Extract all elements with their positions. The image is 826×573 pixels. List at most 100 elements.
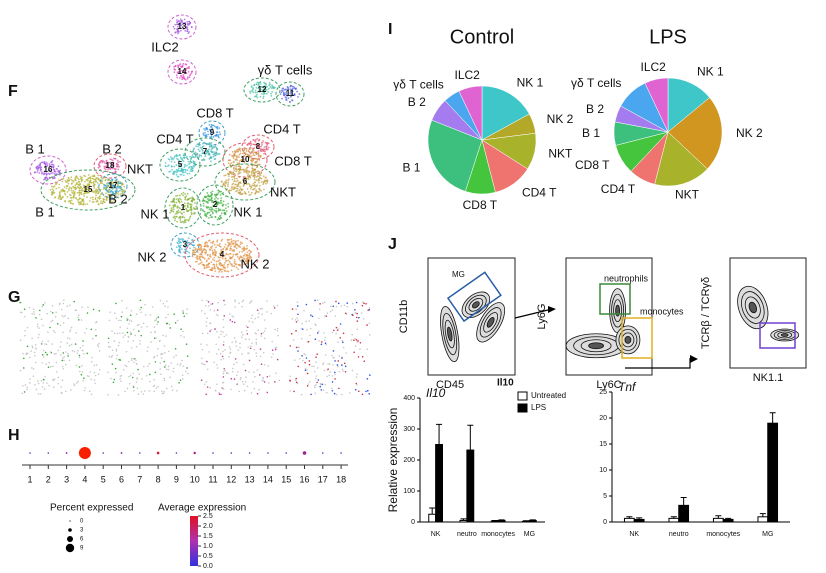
- umap-cell: [223, 264, 226, 266]
- umap-cell: [212, 136, 215, 138]
- feature-cell: [88, 375, 90, 378]
- x-tick-label: 12: [226, 474, 236, 484]
- umap-cell: [120, 182, 122, 185]
- feature-cell: [155, 337, 157, 339]
- umap-cell: [246, 188, 249, 190]
- umap-cell: [201, 251, 204, 254]
- umap-cell: [236, 253, 239, 255]
- umap-cell: [195, 145, 198, 148]
- color-tick-label: 0.5: [203, 553, 213, 560]
- feature-cell: [327, 363, 329, 365]
- feature-cell: [41, 354, 44, 356]
- umap-cell: [216, 267, 219, 270]
- x-tick-label: 18: [336, 474, 346, 484]
- umap-cell: [226, 185, 229, 188]
- umap-cluster: 11: [275, 81, 305, 107]
- y-tick-label: 15: [599, 441, 607, 448]
- feature-cell: [262, 331, 264, 334]
- feature-cell: [65, 363, 67, 366]
- umap-cell: [217, 189, 220, 192]
- umap-cell: [173, 27, 176, 30]
- umap-cell: [202, 210, 205, 213]
- umap-cell: [181, 76, 184, 79]
- feature-cell: [311, 315, 314, 318]
- color-tick-label: 1.5: [203, 533, 213, 540]
- feature-cell: [320, 389, 323, 391]
- umap-cell: [265, 176, 267, 179]
- umap-cell: [242, 157, 245, 160]
- umap-cell: [186, 164, 188, 167]
- feature-cell: [35, 317, 37, 319]
- umap-cell: [43, 161, 46, 163]
- umap-cell: [247, 182, 250, 185]
- feature-cell: [23, 308, 26, 311]
- feature-cell: [167, 365, 170, 368]
- dot: [248, 452, 251, 454]
- feature-cell: [43, 388, 46, 390]
- feature-cell: [145, 374, 148, 377]
- umap-cell: [270, 92, 272, 95]
- x-tick-label: 9: [174, 474, 179, 484]
- umap-cell: [231, 249, 234, 252]
- umap-cell: [208, 157, 211, 160]
- umap-cell: [213, 146, 216, 148]
- umap-cell: [176, 206, 179, 209]
- umap-cell: [169, 170, 172, 173]
- feature-cell: [57, 376, 60, 379]
- umap-cell: [191, 169, 194, 172]
- feature-cell: [69, 330, 71, 333]
- umap-cell: [176, 64, 179, 67]
- feature-cell: [47, 331, 49, 333]
- feature-cell: [145, 314, 147, 316]
- umap-cell: [247, 170, 250, 173]
- cell-type-label: NK 1: [234, 204, 263, 219]
- umap-cell: [223, 266, 226, 269]
- umap-cell: [189, 206, 192, 209]
- umap-cell: [227, 179, 229, 182]
- umap-cell: [229, 247, 232, 250]
- umap-cell: [262, 181, 265, 184]
- feature-cell: [322, 389, 325, 392]
- umap-cell: [220, 263, 223, 265]
- umap-cell: [245, 179, 248, 182]
- feature-cell: [52, 365, 54, 367]
- feature-cell: [318, 317, 320, 320]
- feature-cell: [42, 324, 44, 327]
- umap-cell: [208, 123, 211, 126]
- umap-cell: [106, 170, 109, 173]
- umap-cell: [237, 165, 240, 168]
- feature-cell: [164, 364, 167, 366]
- umap-cell: [255, 191, 258, 193]
- umap-cell: [240, 189, 243, 192]
- umap-cell: [177, 209, 180, 212]
- feature-cell: [37, 393, 40, 395]
- feature-cell: [222, 350, 224, 353]
- feature-cell: [19, 369, 22, 372]
- feature-cell: [118, 319, 120, 322]
- feature-cell: [139, 339, 141, 342]
- umap-cell: [77, 178, 80, 181]
- feature-cell: [326, 375, 328, 378]
- feature-cell: [98, 342, 100, 345]
- umap-cell: [252, 188, 255, 191]
- umap-cell: [181, 21, 184, 24]
- feature-cell: [325, 315, 328, 318]
- umap-cell: [206, 198, 209, 200]
- umap-cell: [204, 131, 207, 134]
- umap-cell: [252, 87, 255, 90]
- x-tick-label: MG: [524, 531, 535, 538]
- umap-cell: [170, 165, 173, 167]
- feature-cell: [78, 366, 81, 368]
- feature-cell: [137, 330, 140, 333]
- umap-cell: [68, 186, 71, 189]
- umap-cell: [280, 91, 283, 94]
- umap-cell: [238, 176, 241, 179]
- feature-cell: [248, 338, 251, 341]
- cell-type-label: CD4 T: [263, 121, 300, 136]
- umap-cell: [86, 203, 89, 205]
- umap-cell: [261, 90, 264, 93]
- umap-cell: [123, 185, 126, 188]
- umap-cell: [237, 170, 240, 173]
- umap-cell: [207, 194, 210, 196]
- feature-cell: [134, 334, 136, 337]
